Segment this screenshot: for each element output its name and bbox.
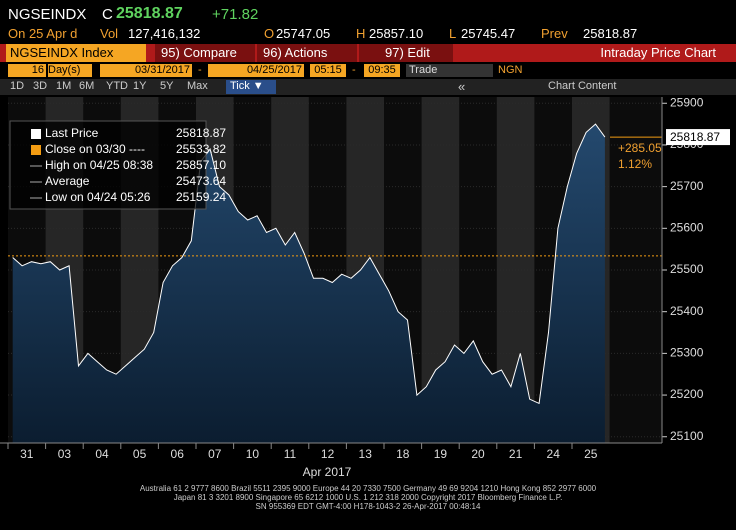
currency[interactable]: NGN <box>498 64 523 76</box>
field-select[interactable]: Trade <box>406 64 493 77</box>
actions-button[interactable]: 96) Actions <box>257 44 357 62</box>
range-button[interactable]: 1M <box>56 80 72 92</box>
header: NGSEINDX C 25818.87 +71.82 On 25 Apr d V… <box>0 0 736 44</box>
prev-label: Prev <box>541 26 568 41</box>
range-button[interactable]: 6M <box>79 80 95 92</box>
high: 25857.10 <box>369 26 424 41</box>
legend-label: Average <box>45 174 90 188</box>
prev: 25818.87 <box>583 26 638 41</box>
end-time[interactable]: 09:35 <box>364 64 400 77</box>
y-tick-label: 25600 <box>670 220 704 234</box>
x-tick-label: 24 <box>547 447 561 461</box>
legend-value: 25818.87 <box>176 126 226 140</box>
low-label: L <box>449 26 457 41</box>
high-label: H <box>356 26 366 41</box>
x-tick-label: 05 <box>133 447 147 461</box>
legend: Last Price 25818.87 Close on 03/30 ---- 255… <box>9 120 226 210</box>
open: 25747.05 <box>276 26 331 41</box>
range-button[interactable]: Max <box>187 80 208 92</box>
open-label: O <box>264 26 275 41</box>
range-button[interactable]: 5Y <box>160 80 174 92</box>
legend-value: 25159.24 <box>176 190 226 204</box>
range-button[interactable]: 1D <box>10 80 25 92</box>
end-date[interactable]: 04/25/2017 <box>208 64 304 77</box>
y-tick-label: 25200 <box>670 387 704 401</box>
y-tick-label: 25100 <box>670 429 704 443</box>
range-button[interactable]: YTD <box>106 80 128 92</box>
settings-bar: 16 Day(s) 03/31/2017 - 04/25/2017 05:15 … <box>0 62 736 79</box>
date: On 25 Apr d <box>8 26 78 41</box>
compare-button[interactable]: 95) Compare <box>155 44 255 62</box>
x-tick-label: 11 <box>284 447 297 461</box>
legend-value: 25533.82 <box>176 142 226 156</box>
time-separator: - <box>352 64 356 76</box>
legend-label: Close on 03/30 ---- <box>45 142 145 156</box>
x-tick-label: 21 <box>509 447 523 461</box>
x-tick-label: 06 <box>171 447 185 461</box>
ticker: NGSEINDX <box>8 6 87 23</box>
y-tick-label: 25400 <box>670 304 704 318</box>
x-tick-label: 20 <box>471 447 485 461</box>
range-button[interactable]: 1Y <box>133 80 147 92</box>
legend-label: High on 04/25 08:38 <box>45 158 153 172</box>
tick-button[interactable]: Tick ▼ <box>226 80 276 94</box>
last-price-tag <box>666 129 730 146</box>
x-tick-label: 04 <box>95 447 109 461</box>
back-button[interactable]: « <box>458 79 466 94</box>
x-tick-label: 19 <box>434 447 448 461</box>
change: +71.82 <box>212 6 259 23</box>
function-bar: NGSEINDX Index 95) Compare 96) Actions 9… <box>0 44 736 62</box>
area <box>12 124 605 443</box>
legend-label: Last Price <box>45 126 99 140</box>
days-input[interactable]: 16 <box>8 64 46 77</box>
x-tick-label: 31 <box>20 447 34 461</box>
legend-icon <box>31 145 41 155</box>
x-tick-label: 10 <box>246 447 260 461</box>
chart-name: Intraday Price Chart <box>600 45 716 60</box>
change-pct-annotation: 1.12% <box>618 157 652 171</box>
footer: Australia 61 2 9777 8600 Brazil 5511 239… <box>0 484 736 530</box>
price: 25818.87 <box>116 5 183 22</box>
legend-label: Low on 04/24 05:26 <box>45 190 151 204</box>
x-tick-label: 12 <box>321 447 335 461</box>
x-tick-label: 25 <box>584 447 598 461</box>
chart-content-button[interactable]: Chart Content <box>548 80 617 92</box>
x-tick-label: 18 <box>396 447 410 461</box>
last-price-label: 25818.87 <box>670 130 720 144</box>
low: 25745.47 <box>461 26 516 41</box>
y-tick-label: 25500 <box>670 262 704 276</box>
vol-label: Vol <box>100 26 119 41</box>
footer-line: Australia 61 2 9777 8600 Brazil 5511 239… <box>139 484 597 493</box>
y-tick-label: 25700 <box>670 179 704 193</box>
legend-icon <box>31 129 41 139</box>
change-annotation: +285.05 <box>618 141 662 155</box>
x-period-label: Apr 2017 <box>303 465 352 479</box>
x-tick-label: 03 <box>58 447 72 461</box>
legend-value: 25857.10 <box>176 158 226 172</box>
volume: 127,416,132 <box>128 26 201 41</box>
days-unit[interactable]: Day(s) <box>48 64 92 77</box>
footer-line: SN 955369 EDT GMT-4:00 H178-1043-2 26-Ap… <box>255 502 481 511</box>
y-tick-label: 25900 <box>670 95 704 109</box>
footer-line: Japan 81 3 3201 8900 Singapore 65 6212 1… <box>173 493 563 502</box>
legend-box <box>9 120 207 210</box>
start-date[interactable]: 03/31/2017 <box>100 64 192 77</box>
edit-button[interactable]: 97) Edit <box>359 44 453 62</box>
security[interactable]: NGSEINDX Index <box>6 44 146 62</box>
range-button[interactable]: 3D <box>33 80 48 92</box>
chart: 2510025200253002540025500256002570025800… <box>0 95 730 479</box>
close-flag: C <box>102 6 113 23</box>
legend-value: 25473.64 <box>176 174 226 188</box>
range-bar: Tick ▼ « Chart Content 1D 3D 1M 6M YTD 1Y 5Y Ma… <box>0 79 736 95</box>
x-tick-label: 13 <box>359 447 373 461</box>
x-tick-label: 07 <box>208 447 222 461</box>
price-line <box>12 123 606 405</box>
y-tick-label: 25300 <box>670 346 704 360</box>
date-separator: - <box>198 64 202 76</box>
start-time[interactable]: 05:15 <box>310 64 346 77</box>
